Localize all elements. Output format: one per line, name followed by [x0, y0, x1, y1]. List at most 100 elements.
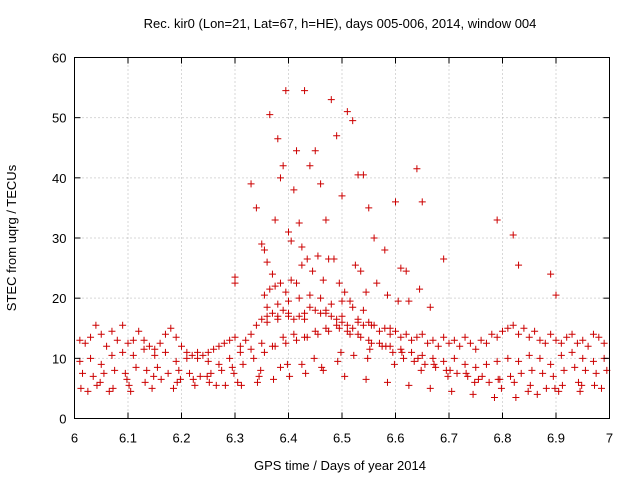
data-point: [327, 96, 335, 104]
data-point: [172, 357, 180, 365]
data-point: [183, 348, 191, 356]
data-point: [392, 198, 399, 206]
data-point: [127, 387, 135, 395]
x-tick-labels: 6 6.1 6.2 6.3 6.4 6.5 6.6 6.7 6.8 6.9 7: [71, 431, 613, 446]
data-point: [286, 372, 294, 380]
data-point: [482, 339, 490, 347]
data-point: [474, 375, 482, 383]
data-point: [306, 291, 314, 299]
data-point: [574, 378, 582, 386]
data-point: [125, 381, 133, 389]
data-point: [354, 315, 362, 323]
data-point: [100, 369, 108, 377]
data-point: [306, 303, 314, 311]
data-point: [357, 267, 365, 275]
data-point: [526, 381, 534, 389]
data-point: [453, 369, 461, 377]
data-point: [293, 147, 301, 155]
data-point: [161, 348, 169, 356]
x-axis-title: GPS time / Days of year 2014: [254, 458, 426, 473]
data-point: [485, 378, 493, 386]
data-point: [383, 378, 391, 386]
data-point: [525, 333, 533, 341]
data-point: [231, 273, 239, 281]
data-point: [303, 255, 311, 263]
data-point: [394, 297, 402, 305]
data-point: [148, 384, 156, 392]
data-point: [263, 318, 271, 326]
data-point: [319, 276, 327, 284]
data-point: [247, 330, 255, 338]
data-point: [382, 342, 390, 350]
data-point: [271, 342, 279, 350]
data-point: [346, 297, 354, 305]
data-point: [430, 360, 438, 368]
data-point: [560, 366, 568, 374]
y-tick-label: 10: [52, 351, 66, 366]
data-point: [266, 285, 274, 293]
data-point: [542, 384, 550, 392]
data-point: [121, 369, 129, 377]
data-point: [274, 300, 282, 308]
data-point: [432, 363, 440, 371]
data-point: [359, 171, 367, 179]
data-point: [141, 378, 149, 386]
data-point: [204, 357, 212, 365]
data-point: [335, 324, 343, 332]
data-point: [167, 324, 175, 332]
data-point: [247, 180, 255, 188]
data-point: [119, 348, 127, 356]
data-point: [568, 348, 576, 356]
data-point: [509, 231, 517, 239]
data-point: [362, 288, 370, 296]
data-point: [301, 87, 309, 95]
data-point: [341, 372, 349, 380]
data-point: [551, 384, 559, 392]
data-point: [330, 255, 338, 263]
data-point: [397, 345, 405, 353]
data-point: [477, 336, 485, 344]
data-point: [236, 348, 244, 356]
data-point: [108, 351, 116, 359]
data-point: [295, 312, 303, 320]
data-point: [282, 288, 290, 296]
data-point: [295, 294, 303, 302]
data-point: [461, 360, 469, 368]
data-point: [579, 354, 587, 362]
data-point: [145, 342, 153, 350]
data-point: [327, 312, 335, 320]
data-point: [440, 333, 448, 341]
data-point: [536, 336, 544, 344]
x-tick-label: 6.4: [279, 431, 297, 446]
data-point: [429, 336, 437, 344]
data-point: [482, 360, 490, 368]
data-point: [589, 357, 597, 365]
data-point: [341, 288, 349, 296]
data-point: [450, 354, 458, 362]
data-point: [417, 366, 425, 374]
data-point: [173, 378, 181, 386]
y-tick-label: 20: [52, 291, 66, 306]
data-point: [252, 321, 260, 329]
data-point: [367, 321, 375, 329]
data-point: [194, 354, 202, 362]
data-point: [151, 351, 159, 359]
data-point: [81, 339, 89, 347]
data-point: [282, 339, 290, 347]
data-point: [325, 327, 333, 335]
data-point: [445, 339, 453, 347]
data-point: [517, 369, 525, 377]
data-point: [140, 345, 148, 353]
data-point: [282, 87, 290, 95]
data-point: [279, 162, 287, 170]
data-point: [413, 333, 421, 341]
data-point: [381, 246, 389, 254]
data-point: [228, 363, 236, 371]
data-point: [263, 312, 271, 320]
data-point: [231, 333, 239, 341]
data-point: [448, 387, 456, 395]
data-point: [397, 333, 405, 341]
data-point: [365, 204, 373, 212]
data-point: [392, 327, 399, 335]
